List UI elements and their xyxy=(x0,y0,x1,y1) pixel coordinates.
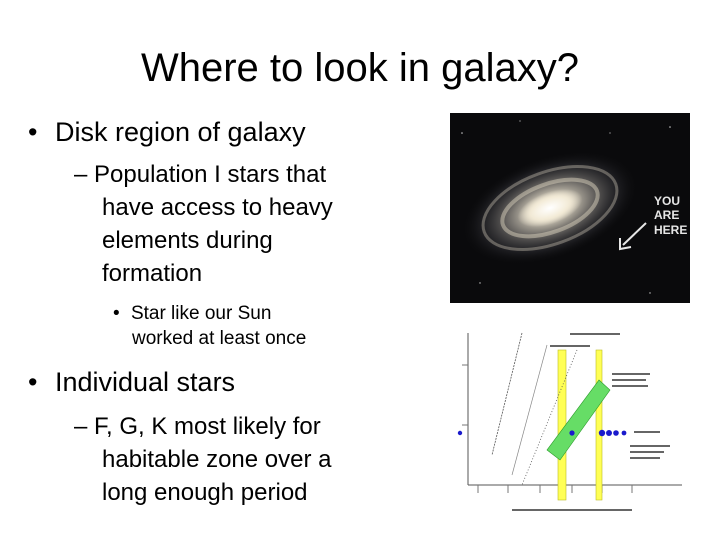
bullet-line: habitable zone over a xyxy=(102,446,332,473)
bullet-line: worked at least once xyxy=(132,328,307,349)
bullet-line: – F, G, K most likely for xyxy=(74,410,332,443)
habitable-zone-plot xyxy=(452,325,688,520)
bullet-line: – Population I stars that xyxy=(74,158,333,191)
you-are-here-arrow xyxy=(619,222,647,251)
bullet-text: Disk region of galaxy xyxy=(54,117,306,147)
bullet-marker: • xyxy=(28,117,38,147)
field-stars xyxy=(461,120,671,294)
subbullet-population-i: – Population I stars that have access to… xyxy=(74,158,333,290)
boundary-line-b xyxy=(521,349,578,486)
bullet-text: Individual stars xyxy=(54,367,236,397)
bullet-line: have access to heavy xyxy=(102,194,333,221)
yellow-band-right xyxy=(595,349,603,501)
bullet-line: • Star like our Sun xyxy=(113,301,306,326)
bullet-disk-region: • Disk region of galaxy xyxy=(28,116,306,148)
bullet-individual-stars: • Individual stars xyxy=(28,366,235,398)
bullet-text: F, G, K most likely for xyxy=(94,413,321,440)
bullet-text: Star like our Sun xyxy=(130,303,272,324)
yellow-band-left xyxy=(557,349,567,501)
bullet-text: Population I stars that xyxy=(94,161,327,188)
bullet-line: elements during xyxy=(102,227,273,254)
bullet-marker: – xyxy=(74,161,88,188)
habitable-zone-band xyxy=(546,379,611,461)
boundary-line-c xyxy=(511,344,548,476)
bullet-marker: – xyxy=(74,413,88,440)
you-are-here-label: YOU ARE HERE xyxy=(654,194,687,237)
galaxy-disk xyxy=(458,149,642,267)
galaxy-image: YOU ARE HERE xyxy=(450,113,690,303)
bullet-marker: • xyxy=(28,367,38,397)
legend-glyphs xyxy=(512,333,670,511)
bullet-line: long enough period xyxy=(102,479,308,506)
bullet-line: formation xyxy=(102,260,203,287)
subsubbullet-star-like-sun: • Star like our Sun worked at least once xyxy=(113,301,306,351)
bullet-marker: • xyxy=(113,303,120,324)
page-title: Where to look in galaxy? xyxy=(140,46,579,90)
subbullet-fgk-stars: – F, G, K most likely for habitable zone… xyxy=(74,410,332,509)
star-points xyxy=(457,429,627,437)
